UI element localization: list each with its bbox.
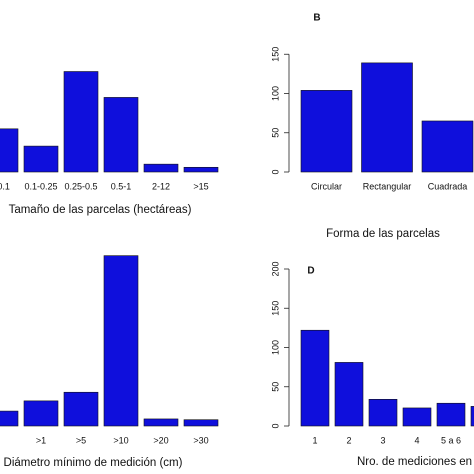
bar <box>23 400 59 427</box>
y-tick-label: 0 <box>270 423 280 428</box>
x-tick-label: >10 <box>113 435 128 445</box>
y-tick-label: 150 <box>270 301 280 316</box>
x-tick-label: Circular <box>311 181 342 191</box>
x-axis-title: Nro. de mediciones en el ti <box>357 456 474 468</box>
bar <box>63 71 99 173</box>
bar <box>23 145 59 173</box>
x-axis-title: Diámetro mínimo de medición (cm) <box>4 457 183 469</box>
bar <box>368 399 398 427</box>
x-tick-label: >30 <box>193 435 208 445</box>
bar <box>421 120 474 173</box>
x-tick-label: >1 <box>36 435 46 445</box>
bar <box>183 166 219 173</box>
y-tick-label: 100 <box>270 86 280 101</box>
y-tick-label: 50 <box>270 128 280 138</box>
bar <box>300 90 353 173</box>
bar <box>183 419 219 427</box>
panel-letter: D <box>307 266 314 277</box>
y-tick-label: 0 <box>270 169 280 174</box>
x-tick-label: 0.5-1 <box>111 181 132 191</box>
bar <box>143 418 179 427</box>
bar <box>143 163 179 173</box>
x-tick-label: 0.25-0.5 <box>64 181 97 191</box>
x-tick-label: <0.1 <box>0 181 10 191</box>
x-tick-label: 3 <box>380 435 385 445</box>
x-tick-label: 0.1-0.25 <box>24 181 57 191</box>
x-tick-label: >20 <box>153 435 168 445</box>
x-tick-label: >5 <box>76 435 86 445</box>
bar <box>103 255 139 427</box>
x-axis-title: Tamaño de las parcelas (hectáreas) <box>9 204 192 216</box>
bar <box>436 402 466 427</box>
bar <box>334 362 364 427</box>
y-tick-label: 100 <box>270 340 280 355</box>
x-tick-label: 2 <box>346 435 351 445</box>
bar <box>300 329 330 427</box>
x-tick-label: 2-12 <box>152 181 170 191</box>
x-axis-title: Forma de las parcelas <box>326 228 440 240</box>
bar <box>103 97 139 173</box>
x-tick-label: 5 a 6 <box>441 435 461 445</box>
panel-letter: B <box>313 13 320 24</box>
x-tick-label: >15 <box>193 181 208 191</box>
y-tick-label: 200 <box>270 261 280 276</box>
bar <box>0 410 19 427</box>
x-tick-label: Rectangular <box>363 181 412 191</box>
y-tick-label: 50 <box>270 382 280 392</box>
x-tick-label: 4 <box>414 435 419 445</box>
y-tick-label: 150 <box>270 47 280 62</box>
bar <box>470 406 474 427</box>
x-tick-label: Cuadrada <box>428 181 468 191</box>
bar <box>0 128 19 173</box>
bar <box>361 62 413 173</box>
bar <box>63 391 99 427</box>
x-tick-label: 1 <box>312 435 317 445</box>
bar <box>402 407 432 427</box>
